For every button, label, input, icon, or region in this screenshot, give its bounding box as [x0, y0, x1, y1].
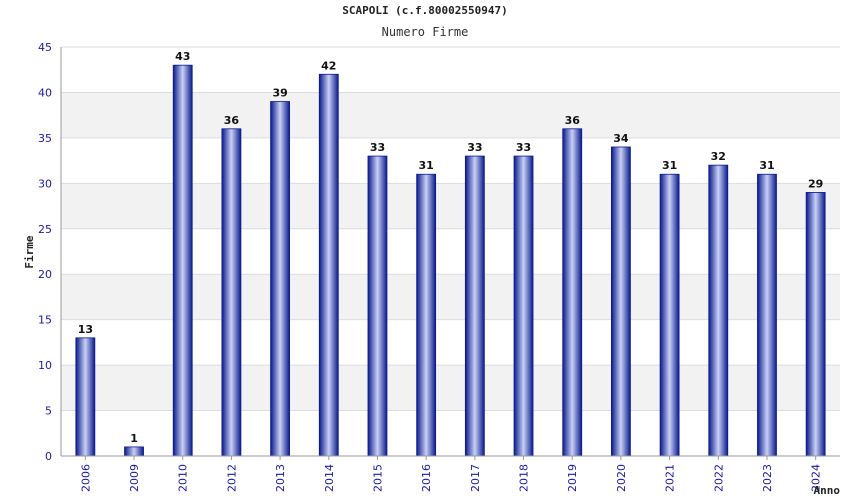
bar-2019 [562, 128, 583, 457]
data-label: 29 [808, 177, 823, 190]
data-label: 42 [321, 59, 336, 72]
data-label: 36 [565, 114, 581, 127]
data-label: 31 [662, 159, 677, 172]
bar-2022 [708, 164, 729, 457]
x-tick-label: 2020 [615, 464, 628, 492]
data-label: 33 [516, 141, 531, 154]
chart-title: SCAPOLI (c.f.80002550947) [342, 4, 508, 17]
y-tick-label: 45 [38, 41, 52, 54]
x-tick-label: 2014 [323, 464, 336, 492]
bar-2009 [124, 446, 144, 457]
x-tick-label: 2012 [225, 464, 238, 492]
data-label: 43 [175, 50, 190, 63]
x-axis-label: Anno [814, 484, 841, 497]
bar-2014 [318, 73, 339, 457]
y-tick-label: 20 [38, 268, 52, 281]
chart-subtitle: Numero Firme [381, 25, 469, 39]
bar-2006 [75, 337, 96, 457]
y-tick-label: 5 [45, 405, 52, 418]
y-tick-label: 15 [38, 314, 52, 327]
x-tick-label: 2021 [664, 464, 677, 492]
y-axis-ticks: 0 5 10 15 20 25 30 35 40 45 [38, 41, 52, 463]
x-tick-label: 2015 [371, 464, 384, 492]
bar-2013 [270, 101, 290, 457]
data-label: 33 [467, 141, 482, 154]
y-tick-label: 35 [38, 132, 52, 145]
data-label: 32 [711, 150, 726, 163]
x-tick-label: 2024 [810, 464, 823, 492]
data-label: 36 [224, 114, 240, 127]
data-label: 33 [370, 141, 385, 154]
data-label: 39 [272, 87, 287, 100]
data-labels: 13 1 43 36 39 42 33 31 33 33 36 34 31 32 31 29 [78, 50, 824, 445]
data-label: 13 [78, 323, 93, 336]
bar-2012 [221, 128, 242, 457]
data-label: 34 [613, 132, 629, 145]
bar-2017 [464, 155, 485, 457]
data-label: 31 [419, 159, 434, 172]
x-tick-label: 2016 [420, 464, 433, 492]
y-tick-label: 40 [38, 86, 52, 99]
bar-2024 [805, 192, 826, 457]
x-tick-label: 2006 [79, 464, 92, 492]
bar-2021 [659, 173, 680, 457]
bar-2018 [513, 155, 534, 457]
y-tick-label: 25 [38, 223, 52, 236]
x-tick-label: 2019 [566, 464, 579, 492]
x-tick-label: 2022 [712, 464, 725, 492]
x-tick-label: 2010 [177, 464, 190, 492]
x-tick-label: 2013 [274, 464, 287, 492]
x-tick-label: 2018 [518, 464, 531, 492]
y-axis-label: Firme [23, 235, 36, 268]
x-tick-label: 2017 [469, 464, 482, 492]
bar-2016 [416, 173, 437, 457]
y-tick-label: 30 [38, 177, 52, 190]
data-label: 1 [130, 432, 138, 445]
y-tick-label: 0 [45, 450, 52, 463]
data-label: 31 [759, 159, 774, 172]
bar-2020 [611, 146, 631, 457]
bar-2015 [367, 155, 388, 457]
x-tick-label: 2009 [128, 464, 141, 492]
y-tick-label: 10 [38, 359, 52, 372]
x-tick-label: 2023 [761, 464, 774, 492]
bar-2023 [757, 173, 777, 457]
x-axis-ticks: 2006 2009 2010 2012 2013 2014 2015 2016 2017 2018… [79, 456, 823, 492]
bar-2010 [172, 64, 193, 457]
